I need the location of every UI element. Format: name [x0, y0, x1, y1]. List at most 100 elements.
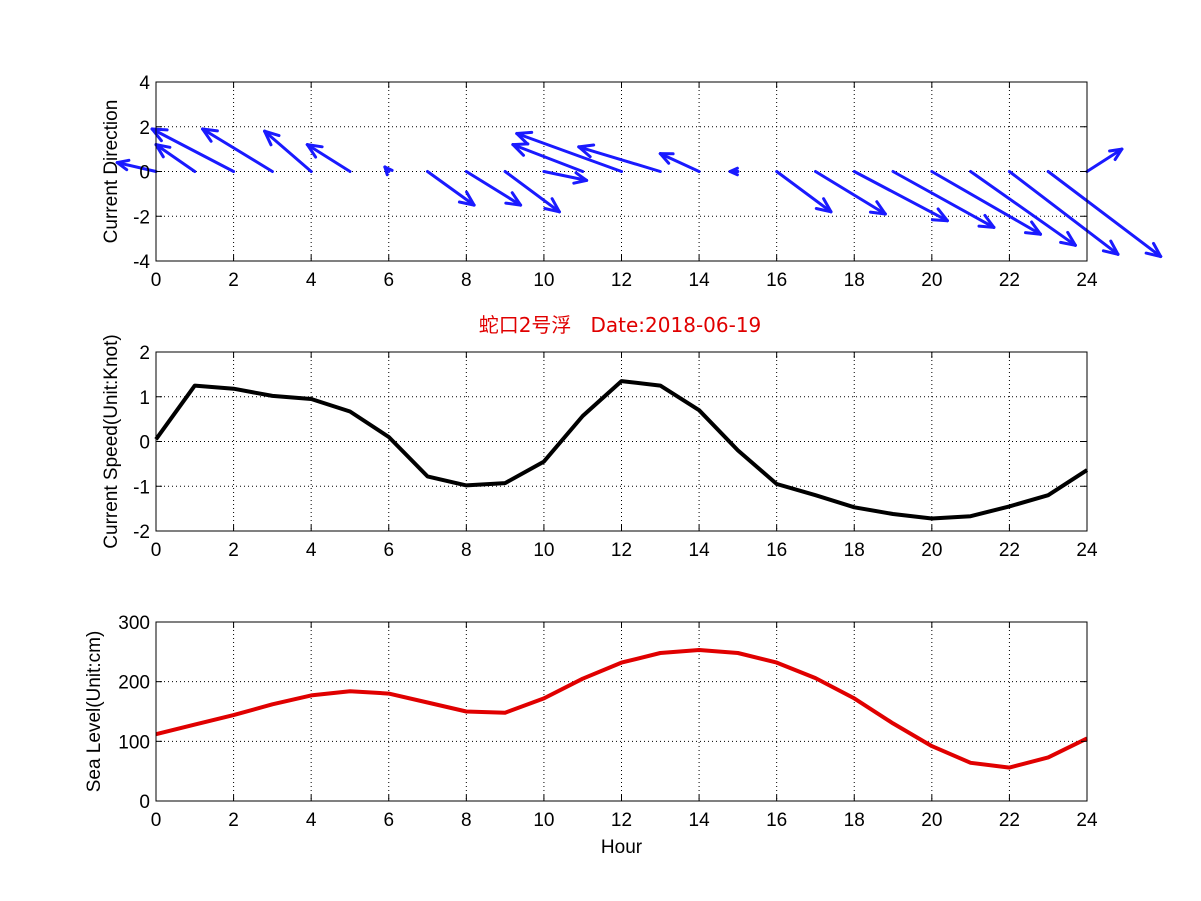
current-arrow: [150, 127, 236, 173]
current-arrow: [263, 129, 313, 173]
current-arrow: [728, 166, 740, 177]
x-tick-label: 6: [383, 540, 394, 561]
arrow-head: [936, 207, 949, 223]
current-arrow: [426, 170, 476, 207]
arrow-head: [572, 178, 589, 185]
x-tick-label: 6: [383, 810, 394, 831]
y-tick-label: 2: [139, 118, 150, 139]
arrow-head: [465, 190, 476, 207]
y-tick-label: -2: [133, 207, 150, 228]
x-tick-label: 20: [921, 810, 942, 831]
arrow-head: [504, 201, 523, 207]
x-tick-label: 24: [1076, 270, 1098, 291]
arrow-head: [150, 127, 169, 132]
y-tick-label: -4: [133, 252, 150, 273]
arrow-head: [510, 191, 523, 207]
current-speed-series: [154, 379, 1089, 521]
x-tick-label: 22: [999, 270, 1020, 291]
arrow-shaft: [542, 170, 589, 182]
y-tick-label: 0: [139, 163, 150, 184]
arrow-shaft: [1007, 170, 1120, 256]
current-direction-arrows: [115, 127, 1163, 258]
x-tick-label: 8: [461, 810, 472, 831]
arrow-head: [1059, 240, 1077, 247]
current-arrow: [305, 143, 352, 173]
x-tick-label: 22: [999, 540, 1020, 561]
arrow-shaft: [511, 143, 585, 173]
arrow-head: [457, 200, 476, 207]
series-line: [155, 648, 1088, 770]
x-tick-label: 18: [844, 810, 865, 831]
x-tick-label: 16: [766, 270, 787, 291]
x-tick-label: 24: [1076, 810, 1098, 831]
x-axis-label: Hour: [601, 837, 643, 858]
arrow-head: [1066, 230, 1077, 247]
arrow-shaft: [930, 170, 1042, 236]
y-tick-label: 0: [139, 433, 150, 454]
x-tick-label: 2: [228, 540, 239, 561]
arrow-head: [150, 127, 163, 143]
arrow-head: [977, 224, 996, 229]
current-arrow: [930, 170, 1042, 236]
arrow-shaft: [503, 170, 561, 214]
x-tick-label: 14: [689, 270, 711, 291]
x-tick-label: 18: [844, 270, 865, 291]
arrow-head: [1152, 241, 1163, 258]
arrow-head: [814, 207, 833, 214]
arrow-head: [728, 166, 739, 173]
arrow-head: [201, 127, 219, 133]
arrow-shaft: [305, 143, 352, 173]
arrow-head: [115, 158, 131, 165]
x-tick-label: 24: [1076, 540, 1098, 561]
current-arrow: [891, 170, 996, 229]
current-arrow: [503, 170, 561, 214]
current-arrow: [1085, 147, 1124, 173]
y-tick-label: -2: [133, 522, 150, 543]
y-tick-label: -1: [133, 477, 150, 498]
x-tick-label: 4: [306, 540, 317, 561]
x-tick-label: 2: [228, 810, 239, 831]
current-arrow: [814, 170, 887, 216]
x-tick-label: 10: [533, 540, 554, 561]
arrow-head: [822, 197, 833, 214]
x-tick-label: 14: [689, 540, 711, 561]
x-tick-label: 12: [611, 810, 632, 831]
arrow-shaft: [115, 161, 158, 173]
arrow-shaft: [263, 129, 313, 173]
y-tick-label: 4: [139, 73, 150, 94]
arrow-head: [875, 200, 887, 216]
series-line: [154, 379, 1089, 521]
y-tick-label: 200: [118, 673, 150, 694]
x-tick-label: 16: [766, 540, 787, 561]
arrow-head: [263, 129, 273, 147]
x-tick-label: 12: [611, 270, 632, 291]
current-arrow: [969, 170, 1077, 247]
arrow-shaft: [150, 127, 236, 173]
x-tick-label: 14: [689, 810, 711, 831]
current-arrow: [852, 170, 949, 223]
x-tick-label: 10: [533, 810, 554, 831]
arrow-shaft: [577, 145, 662, 173]
current-arrow: [464, 170, 523, 207]
x-tick-label: 6: [383, 270, 394, 291]
arrow-head: [1144, 251, 1163, 258]
current-arrow: [577, 143, 662, 173]
x-tick-label: 16: [766, 810, 787, 831]
current-arrow: [658, 152, 701, 173]
arrow-head: [577, 145, 592, 159]
arrow-shaft: [969, 170, 1077, 247]
x-tick-label: 8: [461, 540, 472, 561]
arrow-head: [154, 143, 165, 159]
current-arrow: [154, 143, 197, 173]
current-arrow: [511, 142, 585, 173]
x-tick-label: 0: [151, 270, 162, 291]
y-axis-label: Current Direction: [101, 100, 122, 244]
arrow-shaft: [658, 152, 701, 173]
current-arrow: [201, 127, 274, 173]
x-tick-label: 22: [999, 810, 1020, 831]
current-arrow: [1007, 170, 1120, 256]
x-tick-label: 20: [921, 270, 942, 291]
arrow-head: [930, 218, 949, 223]
